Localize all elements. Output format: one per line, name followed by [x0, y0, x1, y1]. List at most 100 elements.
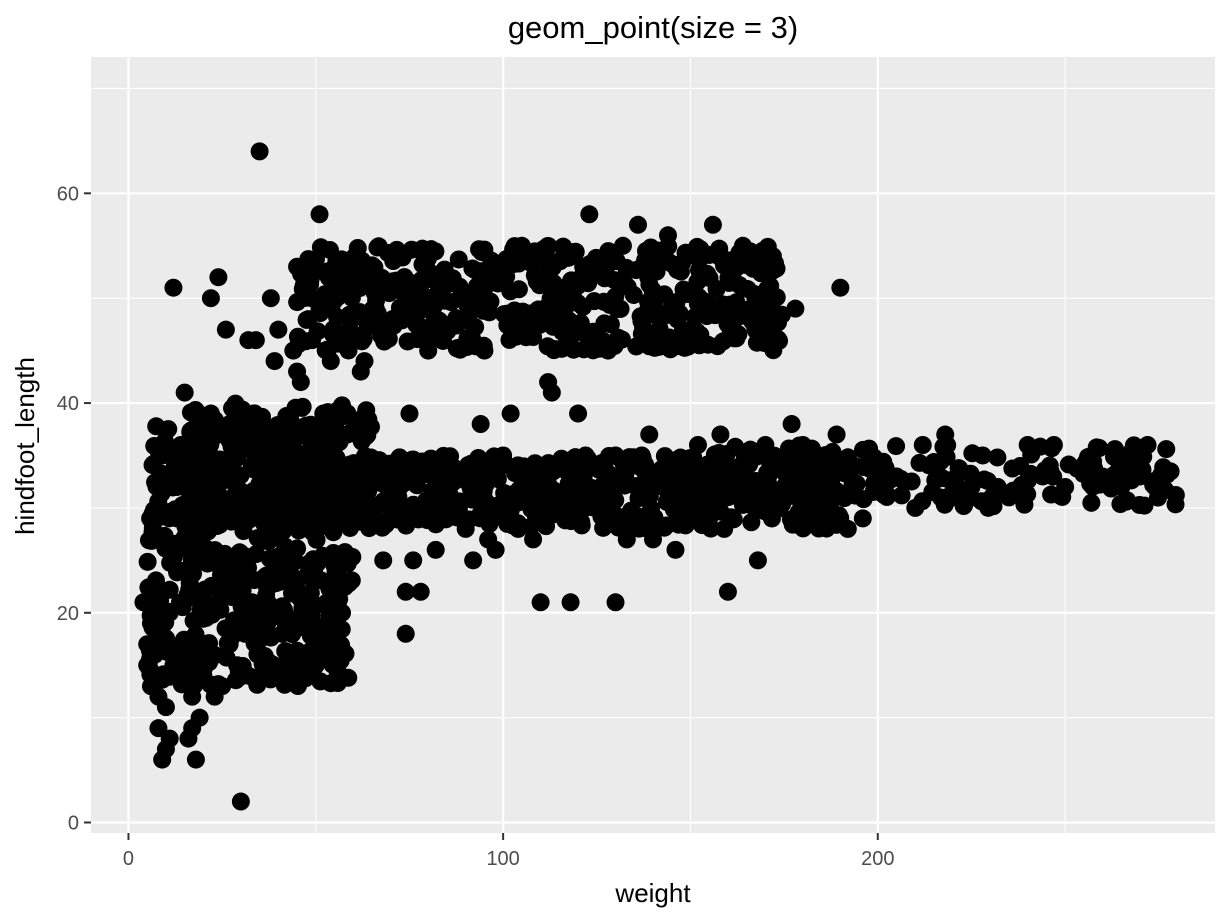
- data-point: [467, 298, 486, 317]
- data-point: [141, 614, 160, 633]
- data-point: [717, 298, 736, 317]
- data-point: [689, 475, 708, 494]
- data-point: [601, 315, 620, 334]
- y-axis-title: hindfoot_length: [10, 357, 40, 535]
- data-point: [248, 435, 267, 454]
- data-point: [810, 460, 829, 479]
- data-point: [926, 471, 945, 490]
- data-point: [658, 226, 677, 245]
- data-point: [449, 250, 468, 269]
- data-point: [244, 504, 263, 523]
- data-point: [640, 275, 659, 294]
- data-point: [782, 415, 801, 434]
- data-point: [248, 410, 267, 429]
- data-point: [812, 509, 831, 528]
- data-point: [611, 515, 630, 534]
- data-point: [211, 566, 230, 585]
- data-point: [640, 425, 659, 444]
- chart-title: geom_point(size = 3): [508, 10, 798, 45]
- data-point: [245, 571, 264, 590]
- data-point: [719, 268, 738, 287]
- data-point: [853, 509, 872, 528]
- data-point: [645, 508, 664, 527]
- data-point: [280, 561, 299, 580]
- data-point: [726, 477, 745, 496]
- data-point: [160, 603, 179, 622]
- data-point: [999, 488, 1018, 507]
- data-point: [200, 634, 219, 653]
- x-tick-label: 200: [861, 848, 894, 870]
- data-point: [710, 247, 729, 266]
- data-point: [279, 435, 298, 454]
- data-point: [250, 142, 269, 161]
- data-point: [365, 258, 384, 277]
- data-point: [332, 620, 351, 639]
- data-point: [183, 687, 202, 706]
- data-point: [988, 477, 1007, 496]
- data-point: [654, 305, 673, 324]
- data-point: [576, 498, 595, 517]
- y-tick-label: 20: [57, 603, 79, 625]
- data-point: [838, 519, 857, 538]
- data-point: [943, 488, 962, 507]
- data-point: [550, 289, 569, 308]
- data-point: [314, 404, 333, 423]
- data-point: [1138, 436, 1157, 454]
- data-point: [298, 510, 317, 529]
- data-point: [715, 519, 734, 538]
- data-point: [910, 453, 929, 472]
- data-point: [580, 205, 599, 224]
- data-point: [719, 459, 738, 478]
- data-point: [164, 278, 183, 297]
- data-point: [161, 534, 180, 553]
- data-point: [606, 593, 625, 612]
- data-point: [887, 437, 906, 456]
- data-point: [532, 248, 551, 267]
- data-point: [449, 499, 468, 518]
- data-point: [233, 545, 252, 564]
- data-point: [168, 509, 187, 528]
- data-point: [265, 352, 284, 371]
- data-point: [425, 271, 444, 290]
- data-point: [868, 477, 887, 496]
- data-point: [228, 656, 247, 675]
- data-point: [688, 436, 707, 454]
- data-point: [463, 259, 482, 278]
- data-point: [284, 341, 303, 360]
- data-point: [471, 509, 490, 528]
- data-point: [846, 486, 865, 505]
- x-axis: 0 100 200: [123, 833, 894, 870]
- data-point: [261, 289, 280, 308]
- data-point: [741, 487, 760, 506]
- data-point: [481, 292, 500, 311]
- data-point: [333, 603, 352, 622]
- data-point: [617, 530, 636, 549]
- data-point: [501, 404, 520, 423]
- data-point: [892, 486, 911, 505]
- data-point: [606, 471, 625, 490]
- y-axis: 0 20 40 60: [57, 183, 91, 835]
- data-point: [213, 677, 232, 696]
- data-point: [330, 405, 349, 424]
- data-point: [339, 574, 358, 593]
- data-point: [359, 509, 378, 528]
- data-point: [749, 473, 768, 492]
- data-point: [1082, 493, 1101, 512]
- data-point: [640, 487, 659, 506]
- data-point: [314, 443, 333, 462]
- y-tick-label: 60: [57, 183, 79, 205]
- data-point: [747, 321, 766, 340]
- data-point: [324, 543, 343, 562]
- data-point: [310, 299, 329, 318]
- data-point: [1056, 477, 1075, 496]
- data-point: [550, 459, 569, 478]
- data-point: [494, 305, 513, 324]
- data-point: [591, 477, 610, 496]
- data-points: [134, 142, 1185, 811]
- data-point: [1018, 485, 1037, 504]
- data-point: [340, 320, 359, 339]
- data-point: [398, 332, 417, 351]
- data-point: [509, 519, 528, 538]
- data-point: [209, 484, 228, 503]
- data-point: [632, 446, 651, 465]
